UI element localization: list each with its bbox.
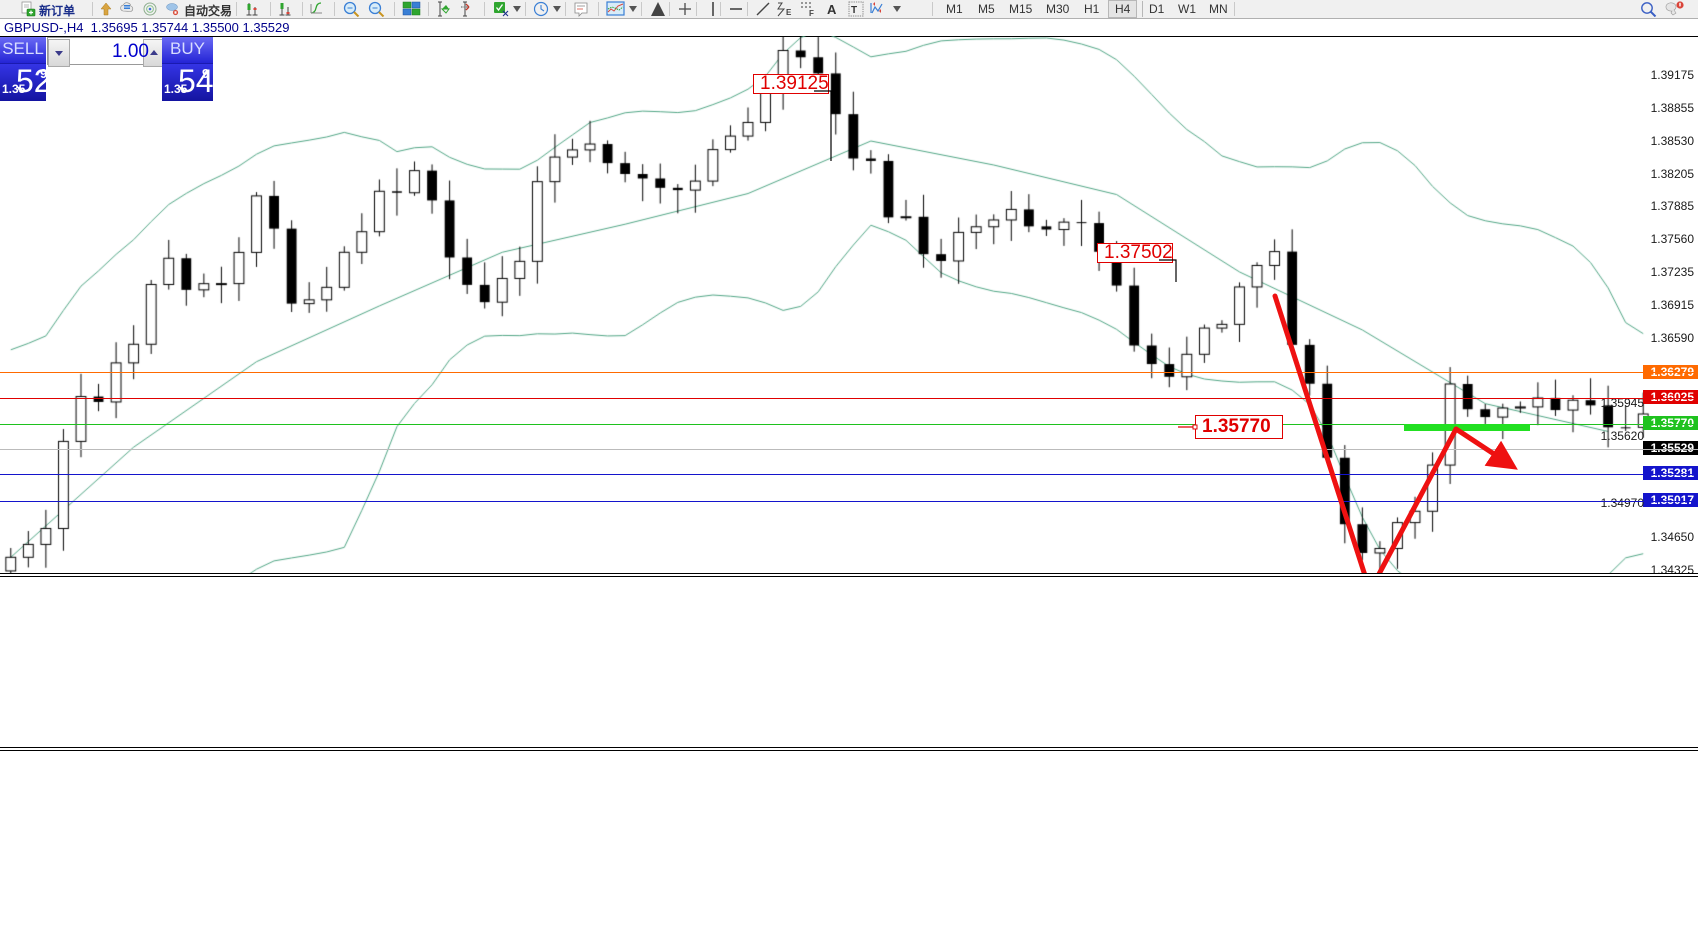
svg-text:T: T [851, 5, 857, 16]
svg-text:A: A [827, 2, 837, 16]
svg-text:E: E [786, 8, 792, 17]
svg-text:F: F [809, 9, 814, 17]
